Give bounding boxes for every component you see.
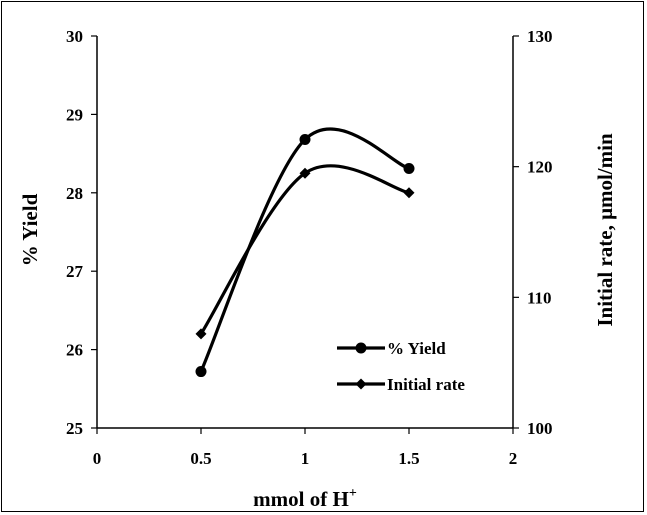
legend: % Yield Initial rate — [337, 339, 465, 394]
x-tick-label: 1.5 — [398, 449, 419, 468]
series-layer — [195, 127, 415, 378]
x-tick-label: 2 — [509, 449, 518, 468]
legend-initial-rate-label: Initial rate — [387, 375, 465, 394]
y-tick-label: 26 — [66, 341, 83, 360]
legend-yield-label: % Yield — [387, 339, 446, 358]
y-tick-label: 25 — [66, 419, 83, 438]
initial-rate-line — [199, 164, 410, 335]
initial-rate-point — [299, 167, 311, 179]
legend-initial-rate-marker — [355, 378, 367, 390]
initial-rate-point — [195, 328, 207, 340]
y-tick-label: 29 — [66, 105, 83, 124]
x-tick-label: 0 — [93, 449, 102, 468]
y2-tick-label: 110 — [527, 288, 552, 307]
y-tick-label: 27 — [66, 262, 84, 281]
y-tick-label: 30 — [66, 27, 83, 46]
y-tick-label: 28 — [66, 184, 83, 203]
axes: 0 0.5 1 1.5 2 25 26 27 28 29 30 100 110 120 130 — [66, 27, 553, 468]
yield-line — [199, 127, 410, 373]
yield-point — [299, 133, 311, 145]
y2-tick-label: 100 — [527, 419, 553, 438]
x-tick-label: 0.5 — [190, 449, 211, 468]
y-axis-title: % Yield — [18, 193, 42, 266]
initial-rate-point — [403, 187, 415, 199]
legend-yield-marker — [355, 342, 367, 354]
x-axis-title: mmol of H+ — [253, 486, 357, 511]
y2-tick-label: 130 — [527, 27, 553, 46]
yield-point — [195, 366, 207, 378]
yield-point — [403, 162, 415, 174]
y2-tick-label: 120 — [527, 158, 553, 177]
x-tick-label: 1 — [301, 449, 310, 468]
y2-axis-title: Initial rate, μmol/min — [593, 133, 617, 327]
